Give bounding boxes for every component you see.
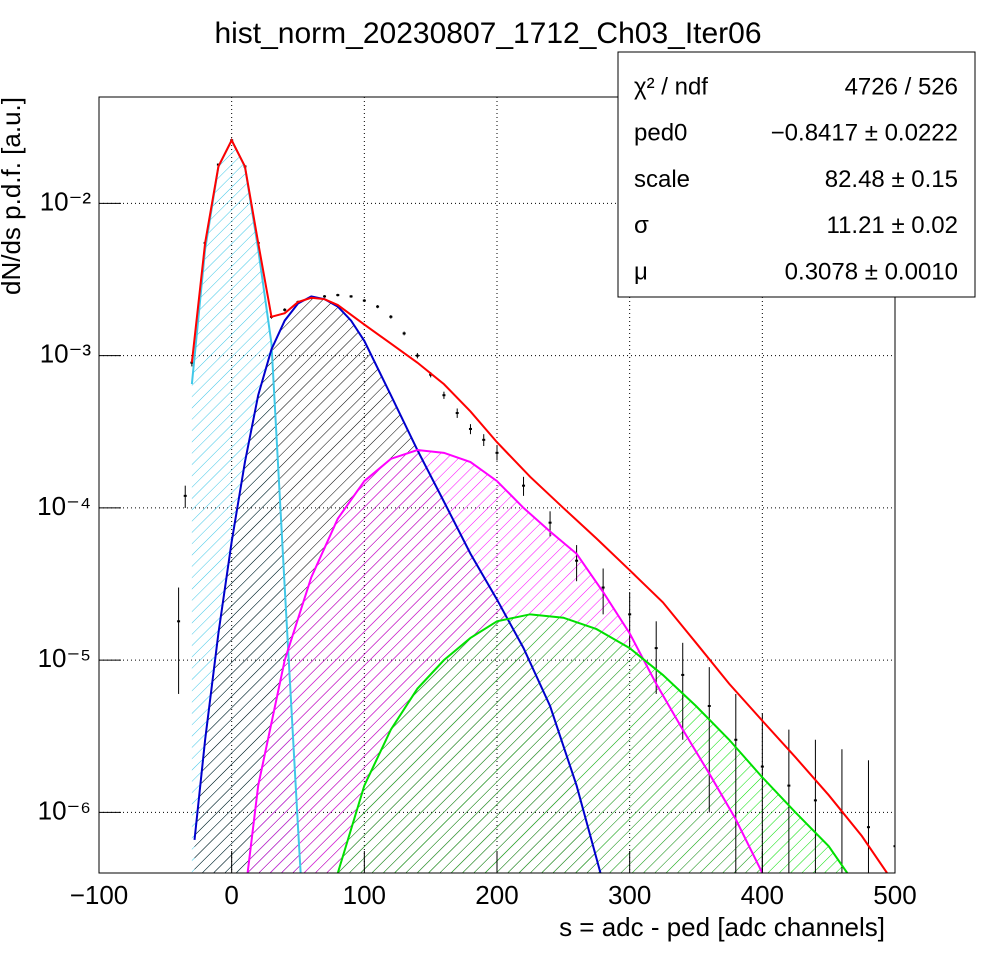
axes: −100 0 100 200 300 400 500 10⁻⁶ 10⁻⁵ 10⁻⁴ 10⁻³ 10⁻² [37, 186, 917, 910]
stats-value: −0.8417 ± 0.0222 [771, 120, 958, 147]
data-point-marker [482, 438, 486, 441]
stats-box: χ² / ndf 4726 / 526 ped0 −0.8417 ± 0.0222 sc… [617, 51, 976, 298]
data-point-marker [415, 354, 419, 357]
data-point-marker [349, 295, 353, 298]
data-point-marker [362, 299, 366, 302]
data-point-marker [190, 361, 194, 364]
data-point-marker [376, 305, 380, 308]
data-point-marker [402, 332, 406, 335]
data-point-marker [734, 738, 738, 741]
y-tick-label: 10⁻⁵ [38, 643, 91, 673]
data-point-marker [654, 647, 658, 650]
stats-value: 4726 / 526 [845, 73, 958, 100]
data-point-marker [813, 799, 817, 802]
data-point-marker [760, 765, 764, 768]
data-point-marker [522, 484, 526, 487]
data-point-marker [389, 315, 393, 318]
fit-curve [246, 449, 764, 873]
data-point-marker [283, 308, 287, 311]
data-point-marker [893, 845, 895, 848]
data-point-marker [548, 521, 552, 524]
data-point-marker [455, 412, 459, 415]
data-point-marker [183, 494, 187, 497]
fit-curve [336, 613, 849, 873]
data-point-marker [787, 784, 791, 787]
stats-label: σ [634, 212, 649, 239]
data-point-marker [468, 427, 472, 430]
data-point-marker [866, 826, 870, 829]
x-tick-label: 200 [475, 880, 518, 910]
data-point-marker [628, 613, 632, 616]
stats-value: 0.3078 ± 0.0010 [785, 259, 958, 286]
data-point-marker [323, 295, 327, 298]
data-point-marker [495, 451, 499, 454]
data-point-marker [707, 704, 711, 707]
fit-curve [190, 138, 888, 873]
data-point-marker [681, 673, 685, 676]
x-tick-label: −100 [70, 880, 129, 910]
data-point-marker [442, 394, 446, 397]
chart-title: hist_norm_20230807_1712_Ch03_Iter06 [214, 17, 761, 50]
x-tick-label: 0 [224, 880, 238, 910]
data-point-marker [177, 620, 181, 623]
x-axis-label: s = adc - ped [adc channels] [559, 912, 885, 942]
frame [98, 96, 896, 874]
y-tick-label: 10⁻⁶ [38, 795, 91, 825]
data-point-marker [575, 559, 579, 562]
data-point-marker [336, 294, 340, 297]
x-tick-label: 400 [741, 880, 784, 910]
stats-label: χ² / ndf [634, 73, 708, 100]
stats-value: 82.48 ± 0.15 [825, 166, 958, 193]
x-tick-label: 500 [873, 880, 916, 910]
data-point-marker [429, 373, 433, 376]
y-tick-label: 10⁻² [40, 186, 92, 216]
plot-area [99, 97, 895, 873]
stats-value: 11.21 ± 0.02 [827, 212, 959, 239]
x-tick-label: 100 [343, 880, 386, 910]
y-axis-label: dN/ds p.d.f. [a.u.] [0, 97, 26, 295]
stats-label: ped0 [634, 120, 687, 147]
stats-frame [617, 51, 976, 298]
stats-label: scale [634, 166, 690, 193]
x-tick-label: 300 [608, 880, 651, 910]
stats-label: μ [634, 259, 648, 286]
fit-curve [193, 295, 602, 873]
y-tick-label: 10⁻³ [40, 339, 92, 369]
data-point-marker [601, 586, 605, 589]
y-tick-label: 10⁻⁴ [37, 491, 91, 521]
hatched-area [337, 614, 848, 873]
